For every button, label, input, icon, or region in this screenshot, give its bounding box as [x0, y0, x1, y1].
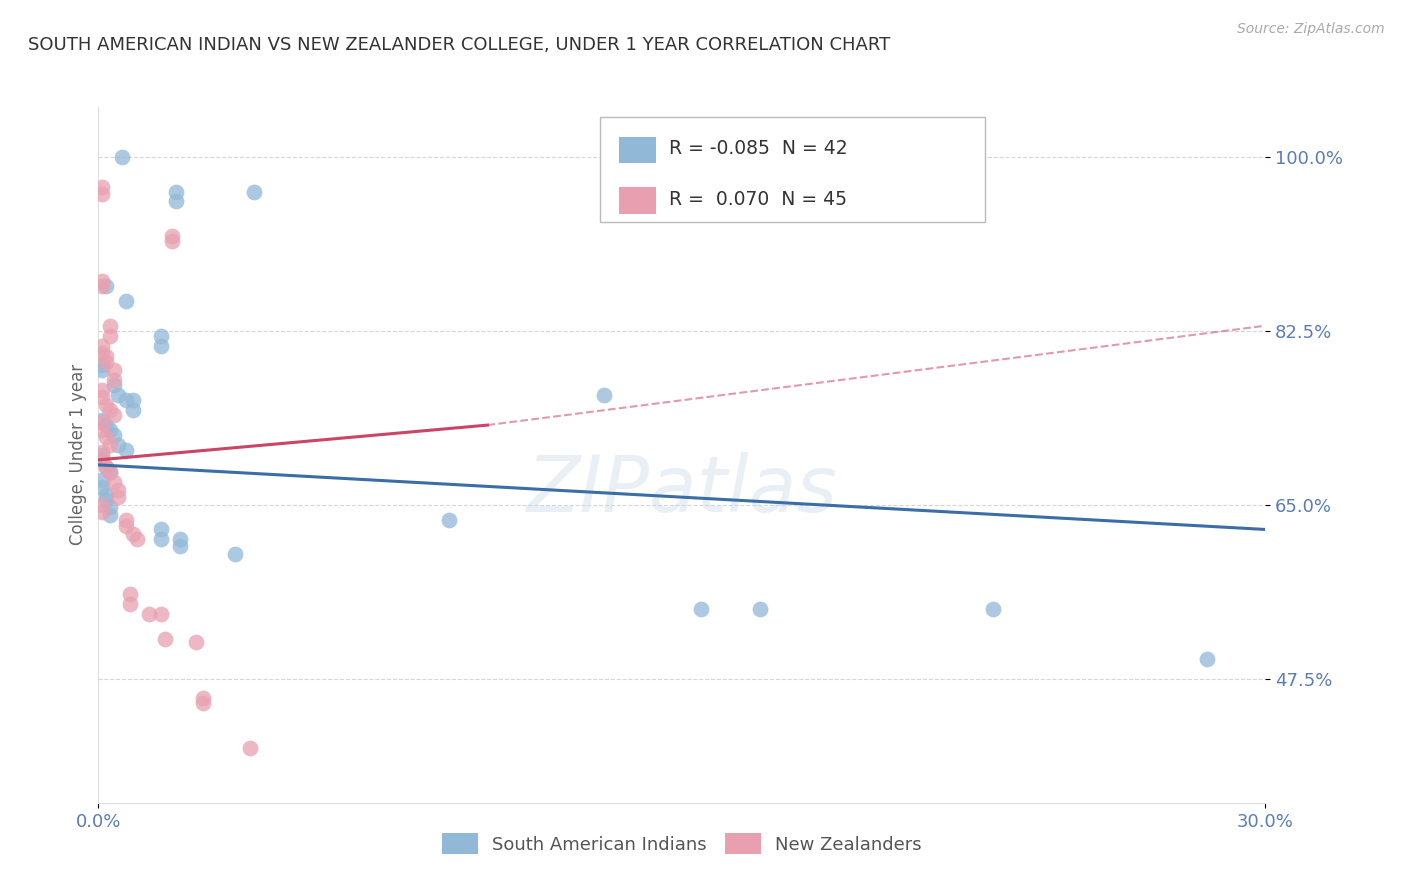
Point [224, 547, 246, 561]
Point [103, 373, 125, 387]
Point [91, 473, 114, 487]
Point [91, 274, 114, 288]
Point [153, 632, 176, 646]
Point [122, 403, 145, 417]
Point [193, 697, 215, 711]
FancyBboxPatch shape [600, 118, 986, 222]
Point [91, 423, 114, 437]
Point [98, 328, 121, 343]
Point [98, 318, 121, 333]
Point [118, 587, 141, 601]
Point [169, 540, 191, 554]
Point [98, 500, 121, 514]
Point [239, 741, 262, 756]
FancyBboxPatch shape [619, 187, 657, 214]
Point [122, 393, 145, 408]
Text: SOUTH AMERICAN INDIAN VS NEW ZEALANDER COLLEGE, UNDER 1 YEAR CORRELATION CHART: SOUTH AMERICAN INDIAN VS NEW ZEALANDER C… [28, 36, 890, 54]
Point [91, 345, 114, 359]
Text: R = -0.085  N = 42: R = -0.085 N = 42 [669, 139, 848, 158]
Point [91, 453, 114, 467]
Point [98, 465, 121, 479]
Point [138, 607, 160, 621]
Point [103, 378, 125, 392]
Point [149, 328, 172, 343]
Text: ZIPatlas: ZIPatlas [526, 451, 838, 528]
Point [91, 448, 114, 462]
Point [107, 438, 129, 452]
Point [96, 279, 118, 293]
Point [114, 512, 136, 526]
Point [107, 483, 129, 497]
Point [98, 465, 121, 479]
Point [96, 355, 118, 369]
Point [91, 505, 114, 519]
Point [149, 533, 172, 547]
Point [103, 428, 125, 442]
Point [96, 398, 118, 412]
Point [103, 363, 125, 377]
Point [91, 363, 114, 377]
Point [91, 480, 114, 494]
Point [114, 442, 136, 457]
Text: Source: ZipAtlas.com: Source: ZipAtlas.com [1237, 22, 1385, 37]
Point [149, 338, 172, 352]
Point [111, 150, 134, 164]
Point [103, 408, 125, 422]
Point [122, 527, 145, 541]
Point [169, 533, 191, 547]
Text: R =  0.070  N = 45: R = 0.070 N = 45 [669, 190, 846, 209]
Point [91, 498, 114, 512]
Point [162, 234, 184, 248]
Point [91, 186, 114, 201]
Point [96, 459, 118, 474]
Point [98, 508, 121, 522]
Point [690, 602, 713, 616]
Point [165, 194, 187, 209]
Point [91, 413, 114, 427]
Point [165, 185, 187, 199]
Point [114, 519, 136, 533]
Point [114, 393, 136, 408]
Point [107, 490, 129, 504]
Point [91, 338, 114, 352]
Point [98, 403, 121, 417]
Y-axis label: College, Under 1 year: College, Under 1 year [69, 364, 87, 546]
Point [91, 359, 114, 373]
Point [127, 533, 149, 547]
Point [193, 691, 215, 706]
Legend: South American Indians, New Zealanders: South American Indians, New Zealanders [433, 824, 931, 863]
Point [98, 438, 121, 452]
Point [96, 488, 118, 502]
Point [91, 390, 114, 404]
FancyBboxPatch shape [619, 136, 657, 163]
Point [91, 415, 114, 429]
Point [162, 229, 184, 244]
Point [437, 512, 460, 526]
Point [98, 423, 121, 437]
Point [1195, 651, 1218, 665]
Point [91, 453, 114, 467]
Point [593, 388, 616, 402]
Point [91, 179, 114, 194]
Point [149, 607, 172, 621]
Point [96, 492, 118, 507]
Point [149, 523, 172, 537]
Point [107, 388, 129, 402]
Point [243, 185, 266, 199]
Point [96, 418, 118, 433]
Point [96, 349, 118, 363]
Point [114, 293, 136, 308]
Point [91, 384, 114, 398]
Point [96, 459, 118, 474]
Point [103, 475, 125, 489]
Point [91, 279, 114, 293]
Point [748, 602, 770, 616]
Point [981, 602, 1004, 616]
Point [118, 597, 141, 611]
Point [91, 445, 114, 459]
Point [96, 430, 118, 444]
Point [184, 634, 207, 648]
